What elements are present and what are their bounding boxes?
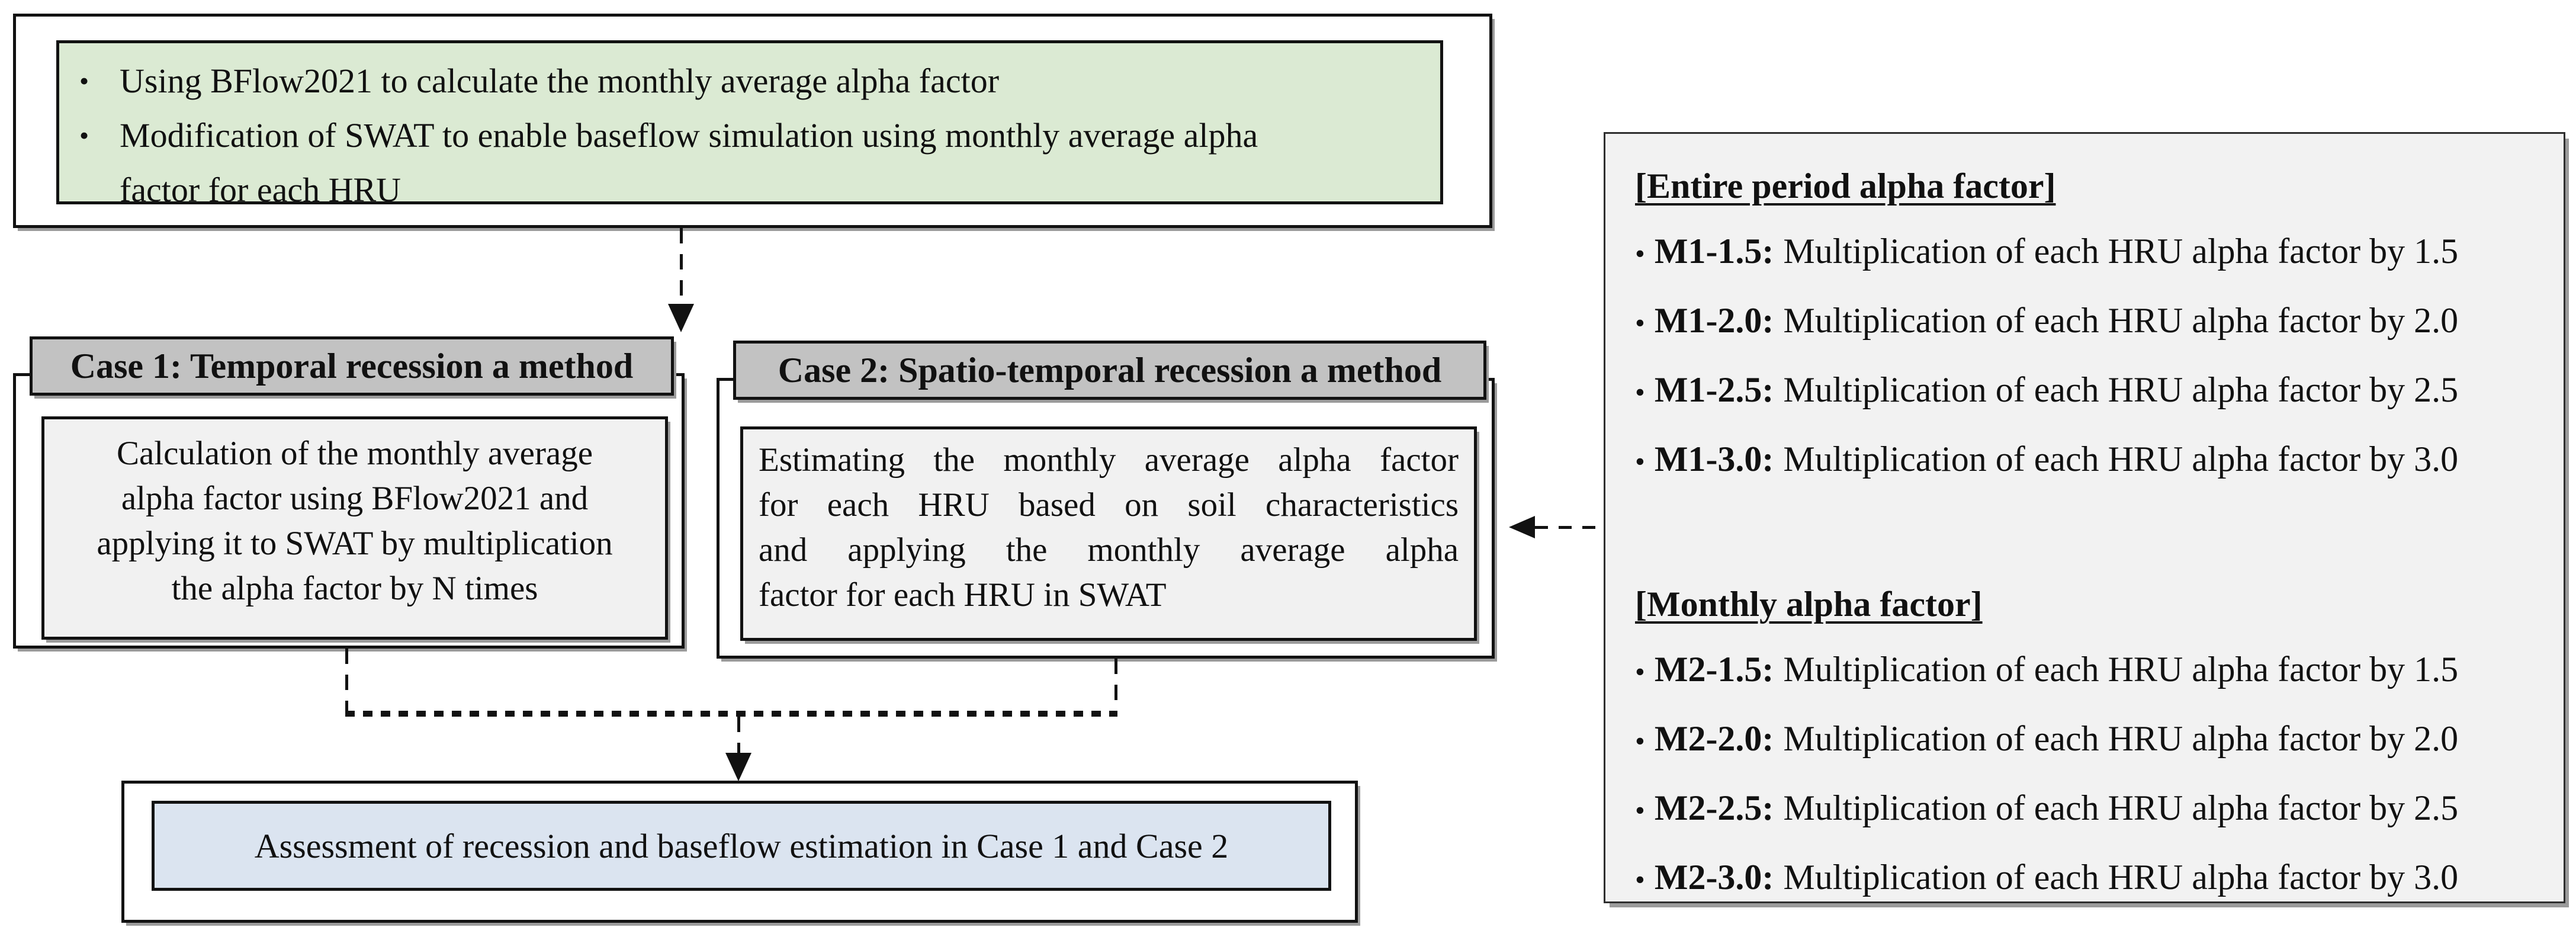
panel-item-label: M1-3.0: xyxy=(1654,439,1774,479)
bullet-icon: • xyxy=(1635,864,1645,896)
case1-body-line: applying it to SWAT by multiplication xyxy=(97,525,613,562)
case2-body-line: for each HRU based on soil characteristi… xyxy=(759,486,1459,524)
connector-case1-drop xyxy=(345,649,348,711)
top-box-green: • Using BFlow2021 to calculate the month… xyxy=(56,40,1443,209)
case1-body-line: Calculation of the monthly average xyxy=(116,435,593,472)
case1-header: Case 1: Temporal recession a method xyxy=(30,336,674,396)
case2-body-box: Estimating the monthly average alpha fac… xyxy=(740,426,1477,641)
panel-item: • M1-2.0: Multiplication of each HRU alpha… xyxy=(1635,287,2547,357)
case1-body-line: alpha factor using BFlow2021 and xyxy=(121,480,589,517)
bullet-icon: • xyxy=(1635,377,1645,408)
arrowhead-down-icon xyxy=(668,304,694,332)
case2-body-line: Estimating the monthly average alpha fac… xyxy=(759,441,1459,479)
arrowhead-left-icon xyxy=(1509,516,1535,538)
panel-item: • M1-3.0: Multiplication of each HRU alpha… xyxy=(1635,426,2547,495)
top-bullet-row: • Using BFlow2021 to calculate the month… xyxy=(76,54,1419,108)
panel-item: • M2-2.5: Multiplication of each HRU alpha… xyxy=(1635,775,2547,844)
connector-top-arrow-line xyxy=(680,228,683,304)
case1-body-line: the alpha factor by N times xyxy=(171,570,538,607)
panel-item: • M1-2.5: Multiplication of each HRU alpha… xyxy=(1635,357,2547,426)
assessment-box: Assessment of recession and baseflow est… xyxy=(152,801,1331,891)
panel-item-text: Multiplication of each HRU alpha factor … xyxy=(1783,858,2459,897)
top-bullet-2-line: factor for each HRU xyxy=(120,171,402,209)
panel-item-text: Multiplication of each HRU alpha factor … xyxy=(1783,370,2459,409)
top-bullet-1-text: Using BFlow2021 to calculate the monthly… xyxy=(120,54,1419,108)
bullet-icon: • xyxy=(1635,795,1645,826)
assessment-text: Assessment of recession and baseflow est… xyxy=(254,826,1229,865)
panel-section-1-heading: [Entire period alpha factor] xyxy=(1635,166,2056,206)
top-box-outer: • Using BFlow2021 to calculate the month… xyxy=(13,14,1492,228)
panel-item-text: Multiplication of each HRU alpha factor … xyxy=(1783,301,2459,340)
case1-body-box: Calculation of the monthly average alpha… xyxy=(41,416,668,640)
panel-item: • M2-3.0: Multiplication of each HRU alpha… xyxy=(1635,844,2547,913)
case2-body-line: and applying the monthly average alpha xyxy=(759,531,1459,569)
bullet-icon: • xyxy=(1635,446,1645,477)
case2-header: Case 2: Spatio-temporal recession a meth… xyxy=(733,341,1486,400)
panel-item-label: M2-2.5: xyxy=(1654,788,1774,827)
panel-item-text: Multiplication of each HRU alpha factor … xyxy=(1783,439,2459,479)
panel-item: • M1-1.5: Multiplication of each HRU alpha… xyxy=(1635,218,2547,287)
connector-case2-drop xyxy=(1114,659,1117,711)
top-bullet-2-line: Modification of SWAT to enable baseflow … xyxy=(120,116,1258,155)
panel-item-text: Multiplication of each HRU alpha factor … xyxy=(1783,719,2459,758)
panel-item-text: Multiplication of each HRU alpha factor … xyxy=(1783,650,2459,689)
panel-section-2-heading: [Monthly alpha factor] xyxy=(1635,585,1983,624)
panel-item: • M2-2.0: Multiplication of each HRU alpha… xyxy=(1635,705,2547,775)
panel-item-label: M1-2.0: xyxy=(1654,301,1774,340)
arrowhead-down-icon xyxy=(725,753,751,781)
bullet-icon: • xyxy=(1635,238,1645,269)
panel-section-gap xyxy=(1635,495,2547,572)
connector-collector-line xyxy=(345,711,1117,717)
bullet-icon: • xyxy=(79,120,89,150)
case2-title: Case 2: Spatio-temporal recession a meth… xyxy=(778,350,1442,390)
bullet-icon: • xyxy=(1635,726,1645,757)
panel-item: • M2-1.5: Multiplication of each HRU alpha… xyxy=(1635,636,2547,705)
side-panel: [Entire period alpha factor] • M1-1.5: Mul… xyxy=(1604,132,2565,903)
panel-item-text: Multiplication of each HRU alpha factor … xyxy=(1783,788,2459,827)
top-bullet-row: • Modification of SWAT to enable baseflo… xyxy=(76,108,1419,217)
case2-body-line: factor for each HRU in SWAT xyxy=(759,576,1167,614)
bullet-icon: • xyxy=(1635,656,1645,688)
panel-item-label: M1-1.5: xyxy=(1654,232,1774,271)
panel-item-label: M1-2.5: xyxy=(1654,370,1774,409)
bullet-icon: • xyxy=(79,66,89,96)
panel-item-label: M2-1.5: xyxy=(1654,650,1774,689)
panel-item-text: Multiplication of each HRU alpha factor … xyxy=(1783,232,2459,271)
case1-title: Case 1: Temporal recession a method xyxy=(70,346,634,386)
top-bullet-1-line: Using BFlow2021 to calculate the monthly… xyxy=(120,62,1000,100)
panel-item-label: M2-3.0: xyxy=(1654,858,1774,897)
top-bullet-2-text: Modification of SWAT to enable baseflow … xyxy=(120,108,1419,217)
connector-center-arrow-line xyxy=(737,717,740,753)
connector-panel-arrow-line xyxy=(1535,526,1602,529)
bullet-icon: • xyxy=(1635,307,1645,339)
panel-item-label: M2-2.0: xyxy=(1654,719,1774,758)
assessment-outer-box: Assessment of recession and baseflow est… xyxy=(121,781,1358,923)
